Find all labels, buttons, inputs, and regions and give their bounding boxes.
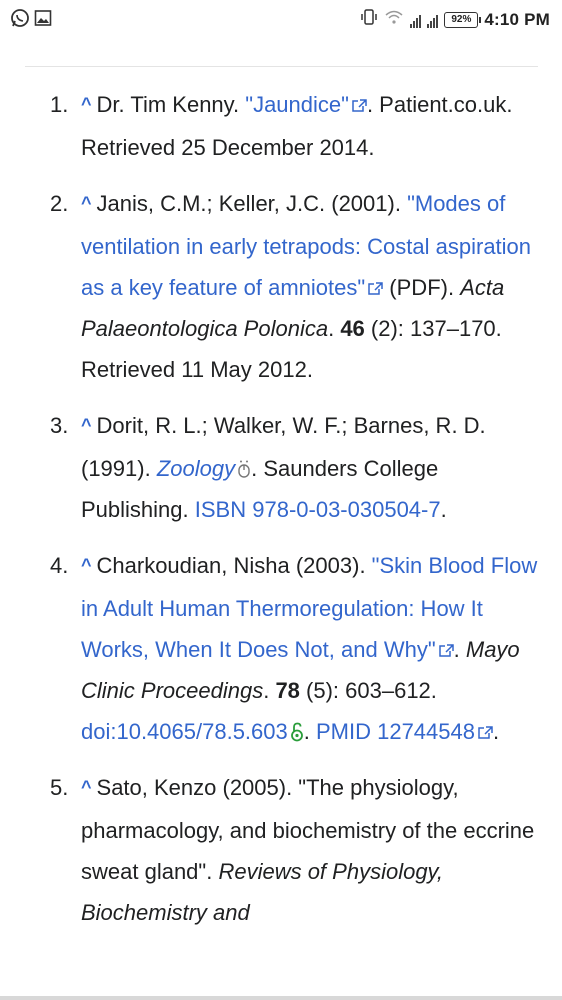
reference-number: 5. <box>50 775 69 800</box>
external-link-icon <box>438 644 454 658</box>
doi-link[interactable]: :10.4065/78.5.603 <box>110 719 288 744</box>
reference-format: (PDF). <box>383 275 461 300</box>
reference-item: 1. ^ Dr. Tim Kenny. "Jaundice". Patient.c… <box>0 84 562 168</box>
reference-item: 5. ^ Sato, Kenzo (2005). "The physiology,… <box>0 767 562 933</box>
vibrate-icon <box>360 8 378 31</box>
reference-number: 1. <box>50 92 69 117</box>
open-access-lock-icon <box>290 714 304 742</box>
backlink-caret[interactable]: ^ <box>81 777 92 797</box>
notification-icons <box>10 8 52 33</box>
backlink-caret[interactable]: ^ <box>81 94 92 114</box>
clock: 4:10 PM <box>484 9 550 29</box>
pmid-link[interactable]: PMID 12744548 <box>316 719 493 744</box>
reference-author: Sato, Kenzo (2005). "The physiology, pha… <box>81 775 535 884</box>
reference-author: Dorit, R. L.; Walker, W. F.; Barnes, R. … <box>81 413 486 481</box>
wifi-icon <box>384 9 404 30</box>
reference-number: 4. <box>50 553 69 578</box>
backlink-caret[interactable]: ^ <box>81 555 92 575</box>
reference-item: 4. ^ Charkoudian, Nisha (2003). "Skin Blo… <box>0 545 562 752</box>
reference-journal: Acta Palaeontologica Polonica <box>81 275 505 341</box>
system-icons: 92% 4:10 PM <box>360 8 550 31</box>
reference-number: 3. <box>50 413 69 438</box>
reference-author: Janis, C.M.; Keller, J.C. (2001). <box>96 191 408 216</box>
reference-title-link[interactable]: "Skin Blood Flow in Adult Human Thermore… <box>81 553 538 662</box>
reference-list: 1. ^ Dr. Tim Kenny. "Jaundice". Patient.c… <box>0 84 562 948</box>
reference-volume: 46 <box>340 316 365 341</box>
isbn-link[interactable]: 978-0-03-030504-7 <box>252 497 441 522</box>
reference-journal: Reviews of Physiology, Biochemistry and <box>81 859 444 925</box>
section-divider <box>25 66 538 67</box>
backlink-caret[interactable]: ^ <box>81 193 92 213</box>
external-link-icon <box>351 99 367 113</box>
reference-pages: (5): 603–612. <box>299 678 437 703</box>
bottom-edge <box>0 996 562 1000</box>
reference-author: Dr. Tim Kenny. <box>96 92 246 117</box>
whatsapp-icon <box>10 8 30 33</box>
reference-volume: 78 <box>275 678 300 703</box>
reference-journal: Mayo Clinic Proceedings <box>81 637 520 703</box>
signal-icon-2 <box>427 12 439 28</box>
reference-author: Charkoudian, Nisha (2003). <box>96 553 372 578</box>
reference-title-link[interactable]: "Jaundice" <box>245 92 367 117</box>
external-link-icon <box>477 726 493 740</box>
registration-required-icon <box>237 451 251 478</box>
reference-number: 2. <box>50 191 69 216</box>
reference-title-link[interactable]: "Modes of ventilation in early tetrapods… <box>81 191 532 300</box>
reference-item: 2. ^ Janis, C.M.; Keller, J.C. (2001). "M… <box>0 183 562 390</box>
status-bar: 92% 4:10 PM <box>0 0 562 38</box>
reference-source: . Patient.co.uk. Retrieved 25 December 2… <box>81 92 513 160</box>
doi-label-link[interactable]: doi <box>81 719 111 744</box>
battery-icon: 92% <box>444 11 482 28</box>
gallery-icon <box>34 9 52 32</box>
reference-pages: (2): 137–170. Retrieved 11 May 2012. <box>81 316 502 382</box>
isbn-label-link[interactable]: ISBN <box>194 497 247 522</box>
reference-book-link[interactable]: Zoology <box>156 456 236 481</box>
external-link-icon <box>367 282 383 296</box>
reference-publisher: . Saunders College Publishing. <box>81 456 439 522</box>
signal-icon <box>410 12 422 28</box>
backlink-caret[interactable]: ^ <box>81 415 92 435</box>
reference-item: 3. ^ Dorit, R. L.; Walker, W. F.; Barnes,… <box>0 405 562 530</box>
